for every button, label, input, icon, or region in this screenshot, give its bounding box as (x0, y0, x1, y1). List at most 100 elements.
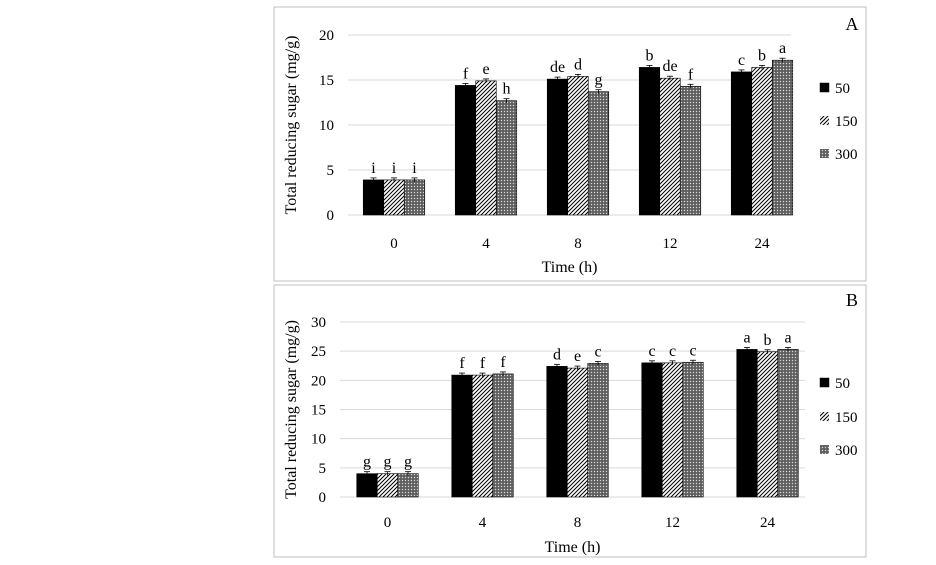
y-tick-label: 5 (327, 163, 335, 179)
significance-label: a (784, 329, 791, 346)
panel-label: A (846, 14, 859, 34)
bar-50-24 (730, 71, 753, 216)
bar-300-12 (682, 361, 704, 498)
bar-150-12 (659, 77, 681, 216)
bar-50-0 (362, 179, 385, 216)
significance-label: g (384, 454, 392, 471)
legend-swatch (820, 412, 829, 421)
bar-300-4 (492, 373, 514, 498)
legend-swatch (820, 116, 829, 125)
significance-label: f (500, 354, 506, 371)
x-tick-label: 0 (384, 515, 392, 531)
significance-label: e (574, 348, 581, 365)
bar-150-12 (661, 362, 684, 498)
legend-swatch (819, 377, 830, 388)
significance-label: g (363, 454, 371, 471)
y-tick-label: 15 (311, 403, 326, 419)
significance-label: d (553, 346, 561, 363)
y-tick-label: 25 (311, 344, 326, 360)
bar-150-24 (756, 351, 779, 498)
bar-300-8 (587, 363, 609, 498)
x-axis-title: Time (h) (545, 539, 601, 556)
legend-label: 150 (835, 114, 858, 130)
significance-label: i (371, 160, 376, 177)
legend-label: 50 (835, 376, 850, 392)
y-tick-label: 0 (327, 208, 335, 224)
x-tick-label: 4 (479, 515, 487, 531)
bar-300-4 (495, 100, 518, 216)
y-tick-label: 30 (311, 315, 326, 331)
significance-label: i (392, 160, 397, 177)
significance-label: h (503, 81, 511, 98)
legend-label: 300 (835, 147, 858, 163)
significance-label: de (550, 59, 565, 76)
y-axis-title: Total reducing sugar (mg/g) (283, 36, 300, 215)
bar-300-24 (777, 349, 799, 498)
chart-frame (273, 6, 867, 282)
significance-label: g (404, 454, 412, 471)
significance-label: e (482, 61, 489, 78)
bar-150-0 (376, 473, 399, 498)
bar-300-12 (679, 86, 702, 216)
y-tick-label: 20 (311, 373, 326, 389)
x-tick-label: 8 (574, 515, 582, 531)
bar-150-8 (566, 367, 589, 498)
y-tick-label: 10 (319, 118, 334, 134)
bar-50-12 (641, 362, 663, 498)
y-axis-title: Total reducing sugar (mg/g) (283, 320, 300, 499)
x-tick-label: 24 (760, 515, 776, 531)
y-tick-label: 0 (319, 490, 327, 506)
significance-label: f (480, 355, 486, 372)
bar-50-4 (454, 85, 477, 216)
legend-label: 300 (835, 443, 858, 459)
legend-swatch (820, 149, 829, 158)
x-tick-label: 12 (663, 236, 678, 252)
y-tick-label: 5 (319, 461, 327, 477)
y-tick-label: 10 (311, 432, 326, 448)
bar-300-0 (403, 179, 426, 216)
y-tick-label: 20 (319, 28, 334, 44)
significance-label: d (574, 56, 582, 73)
bar-50-24 (736, 349, 758, 498)
bar-50-4 (451, 374, 473, 498)
bar-150-0 (383, 179, 405, 216)
significance-label: c (669, 343, 676, 360)
significance-label: b (646, 47, 654, 64)
bar-300-8 (587, 91, 610, 216)
bar-50-12 (638, 67, 661, 216)
x-tick-label: 12 (665, 515, 680, 531)
chart-frame (273, 284, 867, 558)
bar-50-0 (356, 473, 378, 498)
x-tick-label: 0 (390, 236, 398, 252)
panel-label: B (846, 290, 858, 310)
significance-label: c (594, 343, 601, 360)
significance-label: i (412, 160, 417, 177)
significance-label: a (779, 40, 786, 57)
x-tick-label: 24 (755, 236, 771, 252)
significance-label: b (764, 332, 772, 349)
significance-label: f (688, 66, 694, 83)
x-tick-label: 8 (574, 236, 582, 252)
significance-label: f (463, 65, 469, 82)
bar-150-8 (567, 76, 589, 216)
bar-150-24 (751, 67, 773, 216)
significance-label: c (738, 52, 745, 69)
legend-label: 50 (835, 81, 850, 97)
bar-150-4 (471, 374, 494, 498)
bar-300-0 (397, 473, 419, 498)
bar-50-8 (546, 366, 568, 498)
significance-label: b (758, 47, 766, 64)
legend-label: 150 (835, 410, 858, 426)
significance-label: de (662, 58, 677, 75)
bar-150-4 (475, 80, 497, 216)
legend-swatch (820, 445, 829, 454)
bar-300-24 (771, 59, 794, 216)
significance-label: g (595, 72, 603, 89)
x-tick-label: 4 (482, 236, 490, 252)
significance-label: c (648, 343, 655, 360)
legend-swatch (819, 82, 830, 93)
significance-label: a (743, 329, 750, 346)
